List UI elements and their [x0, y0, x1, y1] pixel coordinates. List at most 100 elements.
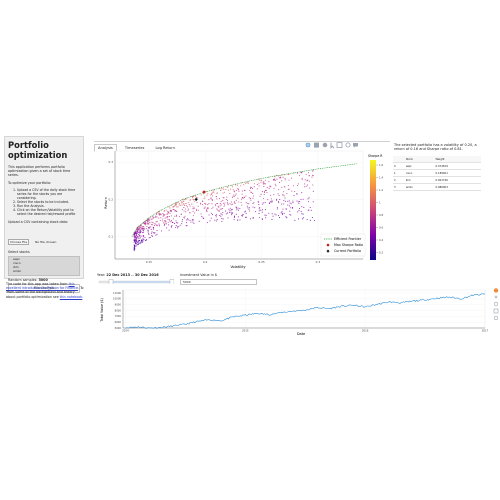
ts-ytick-label: 6000	[115, 320, 122, 324]
colorbar-tick-label: 1.4	[379, 176, 383, 180]
select-stocks-label: Select stocks	[8, 249, 30, 254]
legend-max-sharpe-swatch	[326, 243, 330, 247]
return-volatility-plot[interactable]: 0.15 0.2 0.25 0.3 0.1 0.2 0.3 Return Volatilit…	[95, 141, 390, 270]
plot-toolbar	[305, 142, 358, 149]
scatter-xtick-label: 0.25	[258, 260, 264, 264]
choose-file-button[interactable]: Choose File	[8, 238, 30, 245]
table-header-row: Stock Weight	[393, 156, 481, 163]
scatter-ytick-label: 0.3	[109, 160, 114, 164]
stock-option[interactable]: ibm	[13, 265, 19, 270]
box-zoom-icon[interactable]	[314, 142, 319, 148]
investment-label: Investment Value in $	[180, 273, 217, 277]
credits-mid: . To learn some of the background and th…	[6, 286, 84, 299]
ts-ytick-label: 11000	[113, 291, 121, 295]
table-cell: 0.986003	[434, 183, 481, 191]
legend-current-swatch	[326, 249, 330, 253]
colorbar-tick-label: 0.8	[379, 213, 383, 217]
scatter-ytick-label: 0.1	[109, 235, 114, 239]
year-value: 22 Dec 2013 .. 30 Dec 2016	[106, 273, 159, 277]
timeseries-ylabel: Total Value ($)	[100, 298, 104, 323]
timeseries-xlabel: Date	[297, 332, 305, 336]
notebook-link[interactable]: this notebook	[59, 294, 83, 299]
table-cell: 3	[393, 183, 405, 191]
table-cell: 1	[393, 169, 405, 177]
pan-icon[interactable]	[305, 142, 311, 148]
step-item: Select the stocks to be included.	[17, 200, 80, 204]
app-title: Portfolio optimization	[8, 140, 68, 160]
random-samples-label: Random samples:	[8, 277, 38, 282]
save-icon[interactable]	[336, 142, 343, 149]
table-header[interactable]: Weight	[434, 156, 481, 163]
pan-icon[interactable]	[494, 295, 498, 299]
hover-icon[interactable]	[353, 143, 358, 148]
table-row[interactable]: 3 amzn 0.986003	[393, 183, 481, 191]
table-header[interactable]: Stock	[404, 156, 435, 163]
colorbar-tick-label: 1.6	[379, 163, 383, 167]
zoom-icon[interactable]	[493, 301, 499, 307]
table-row[interactable]: 0 aapl 0.074819	[393, 162, 481, 170]
upload-label: Upload a CSV containing stock data:	[8, 220, 69, 225]
ts-ytick-label: 7000	[115, 314, 122, 318]
tab-analysis[interactable]: Analysis	[94, 144, 117, 152]
run-analysis-button[interactable]: Run Analysis	[8, 283, 80, 293]
wheel-zoom-icon[interactable]	[322, 142, 328, 148]
python-finance-link[interactable]: this excellent introduction to Python fo…	[6, 282, 78, 291]
ts-xtick-label: 2017	[482, 329, 489, 333]
tab-timeseries[interactable]: Timeseries	[124, 146, 145, 150]
stock-option[interactable]: amzn	[13, 269, 22, 274]
slider-start-handle[interactable]	[108, 279, 114, 284]
efficient-frontier-line	[131, 163, 358, 237]
legend-current: Current Portfolio	[334, 249, 361, 253]
colorbar-ticks: 1.6 1.4 1.2 1 0.8 0.6 0.4 0.2	[376, 163, 383, 255]
tap-icon[interactable]	[330, 142, 335, 149]
colorbar-tick-label: 0.6	[379, 226, 383, 230]
step-item: Click on the Return/Volatility plot to s…	[17, 208, 80, 216]
investment-input[interactable]: 5000	[180, 279, 257, 285]
credits-pre: The code for this app was taken from	[6, 282, 69, 286]
stock-option[interactable]: cisco	[13, 260, 21, 265]
table-cell: 0.001746	[434, 176, 481, 184]
ts-ytick-label: 9000	[115, 303, 122, 307]
sidebar: Portfolio optimization This application …	[4, 136, 84, 293]
stock-option[interactable]: aapl	[13, 256, 20, 261]
ts-xtick-label: 2015	[242, 329, 249, 333]
table-row[interactable]: 2 ibm 0.001746	[393, 176, 481, 184]
scatter-markers	[194, 190, 206, 202]
year-label: Year:	[97, 273, 106, 277]
reset-icon[interactable]	[345, 142, 351, 148]
year-range-label: Year: 22 Dec 2013 .. 30 Dec 2016	[97, 273, 159, 277]
credits-post: .	[82, 294, 84, 299]
slider-end-handle[interactable]	[169, 279, 174, 284]
scatter-ylabel: Return	[104, 197, 108, 209]
ts-xtick-label: 2016	[362, 329, 369, 333]
steps-list: Upload a CSV of the daily stock time ser…	[8, 188, 80, 217]
random-samples-value[interactable]: 5000	[38, 277, 48, 282]
portfolio-value-line	[125, 293, 486, 329]
ts-xtick-label: 2014	[122, 329, 129, 333]
table-cell: amzn	[404, 183, 435, 191]
current-portfolio-marker[interactable]	[194, 197, 198, 202]
frontier-path	[131, 163, 358, 237]
max-sharpe-marker[interactable]	[202, 190, 206, 194]
table-cell: 0	[393, 162, 405, 170]
reset-icon[interactable]	[493, 315, 499, 321]
table-cell: 0.074819	[434, 162, 481, 170]
table-row[interactable]: 1 cisco 0.189461	[393, 169, 481, 177]
year-range-slider[interactable]	[98, 279, 174, 284]
colorbar-tick-label: 0.2	[379, 251, 383, 255]
ts-ytick-label: 10000	[113, 297, 121, 301]
colorbar-title: Sharpe R	[368, 154, 383, 158]
stock-multiselect[interactable]: aapl cisco ibm amzn	[8, 255, 80, 276]
random-samples[interactable]: Random samples: 5000	[8, 278, 80, 282]
table-cell: cisco	[404, 169, 435, 177]
colorbar	[370, 160, 376, 260]
tab-log-return[interactable]: Log Return	[155, 146, 175, 150]
step-item: Run the Analysis.	[17, 204, 80, 208]
legend-frontier: Efficient Frontier	[334, 237, 362, 241]
instructions-heading: To optimize your portfolio:	[8, 180, 52, 185]
legend-max-sharpe: Max Sharpe Ratio	[334, 243, 363, 247]
save-icon[interactable]	[493, 308, 499, 314]
scatter-xtick-label: 0.2	[203, 260, 208, 264]
timeseries-toolbar	[493, 288, 499, 321]
